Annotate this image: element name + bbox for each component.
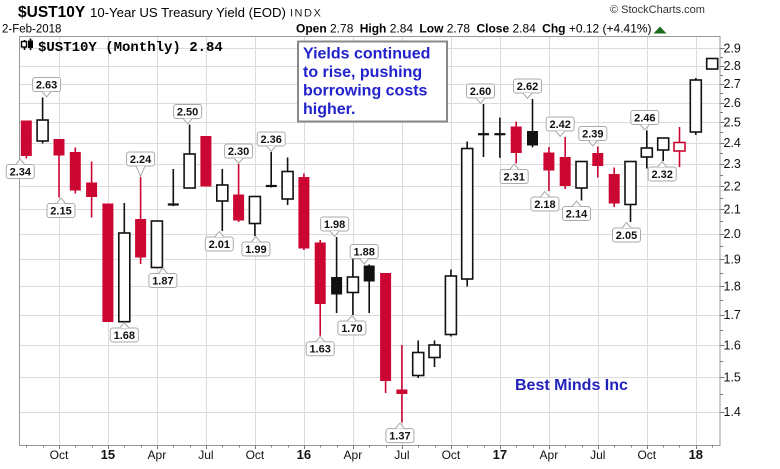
svg-text:higher.: higher. — [303, 101, 355, 118]
svg-text:Oct: Oct — [50, 448, 69, 462]
svg-text:2.9: 2.9 — [724, 41, 741, 55]
svg-text:Apr: Apr — [344, 448, 363, 462]
svg-text:borrowing costs: borrowing costs — [303, 83, 428, 100]
svg-text:2.31: 2.31 — [503, 171, 524, 183]
svg-text:2.7: 2.7 — [724, 77, 741, 91]
svg-text:1.7: 1.7 — [724, 308, 741, 322]
svg-text:2.14: 2.14 — [566, 208, 588, 220]
svg-text:Apr: Apr — [148, 448, 167, 462]
svg-text:© StockCharts.com: © StockCharts.com — [610, 4, 705, 16]
svg-text:1.8: 1.8 — [724, 280, 741, 294]
svg-text:Best Minds Inc: Best Minds Inc — [515, 377, 628, 394]
svg-text:Oct: Oct — [246, 448, 265, 462]
svg-text:INDX: INDX — [290, 8, 322, 20]
svg-text:Jul: Jul — [394, 448, 409, 462]
svg-text:1.70: 1.70 — [341, 323, 362, 335]
svg-text:2.46: 2.46 — [634, 112, 655, 124]
svg-text:$UST10Y (Monthly) 2.84: $UST10Y (Monthly) 2.84 — [38, 40, 223, 56]
svg-text:Yields continued: Yields continued — [303, 46, 430, 63]
svg-text:Oct: Oct — [637, 448, 656, 462]
svg-text:2.3: 2.3 — [724, 157, 741, 171]
svg-text:2.60: 2.60 — [470, 86, 491, 98]
svg-text:2.1: 2.1 — [724, 203, 741, 217]
svg-text:1.88: 1.88 — [353, 246, 374, 258]
svg-text:2.30: 2.30 — [228, 146, 249, 158]
svg-text:2.50: 2.50 — [177, 106, 198, 118]
svg-text:Oct: Oct — [442, 448, 461, 462]
svg-text:2.01: 2.01 — [209, 239, 230, 251]
svg-text:$UST10Y: $UST10Y — [18, 4, 86, 21]
svg-text:2.15: 2.15 — [50, 205, 71, 217]
svg-text:2-Feb-2018: 2-Feb-2018 — [2, 24, 61, 36]
svg-text:10-Year US Treasury Yield (EOD: 10-Year US Treasury Yield (EOD) — [90, 5, 286, 20]
svg-text:1.37: 1.37 — [389, 430, 410, 442]
svg-text:1.98: 1.98 — [324, 219, 345, 231]
svg-text:2.8: 2.8 — [724, 59, 741, 73]
svg-text:1.63: 1.63 — [309, 344, 330, 356]
svg-text:2.0: 2.0 — [724, 227, 741, 241]
svg-text:2.34: 2.34 — [10, 166, 32, 178]
svg-text:1.99: 1.99 — [245, 244, 266, 256]
svg-text:2.42: 2.42 — [549, 119, 570, 131]
svg-text:2.5: 2.5 — [724, 116, 741, 130]
svg-text:1.5: 1.5 — [724, 371, 741, 385]
svg-text:16: 16 — [297, 447, 311, 462]
svg-text:1.6: 1.6 — [724, 338, 741, 352]
svg-text:1.68: 1.68 — [114, 330, 135, 342]
svg-text:2.39: 2.39 — [582, 128, 603, 140]
svg-text:Jul: Jul — [198, 448, 213, 462]
svg-text:1.9: 1.9 — [724, 253, 741, 267]
svg-text:2.24: 2.24 — [130, 154, 152, 166]
svg-text:2.4: 2.4 — [724, 136, 741, 150]
svg-text:2.2: 2.2 — [724, 179, 741, 193]
svg-text:2.63: 2.63 — [36, 79, 57, 91]
svg-text:Apr: Apr — [540, 448, 559, 462]
svg-text:to rise, pushing: to rise, pushing — [303, 64, 422, 81]
svg-text:1.4: 1.4 — [724, 405, 741, 419]
svg-text:1.87: 1.87 — [152, 275, 173, 287]
svg-text:15: 15 — [101, 447, 115, 462]
svg-text:2.36: 2.36 — [260, 134, 281, 146]
svg-text:Jul: Jul — [590, 448, 605, 462]
svg-text:2.6: 2.6 — [724, 96, 741, 110]
svg-text:2.62: 2.62 — [517, 81, 538, 93]
svg-text:17: 17 — [493, 447, 507, 462]
svg-text:18: 18 — [689, 447, 703, 462]
svg-text:2.32: 2.32 — [651, 169, 672, 181]
svg-text:2.18: 2.18 — [534, 199, 555, 211]
svg-text:2.05: 2.05 — [616, 230, 637, 242]
